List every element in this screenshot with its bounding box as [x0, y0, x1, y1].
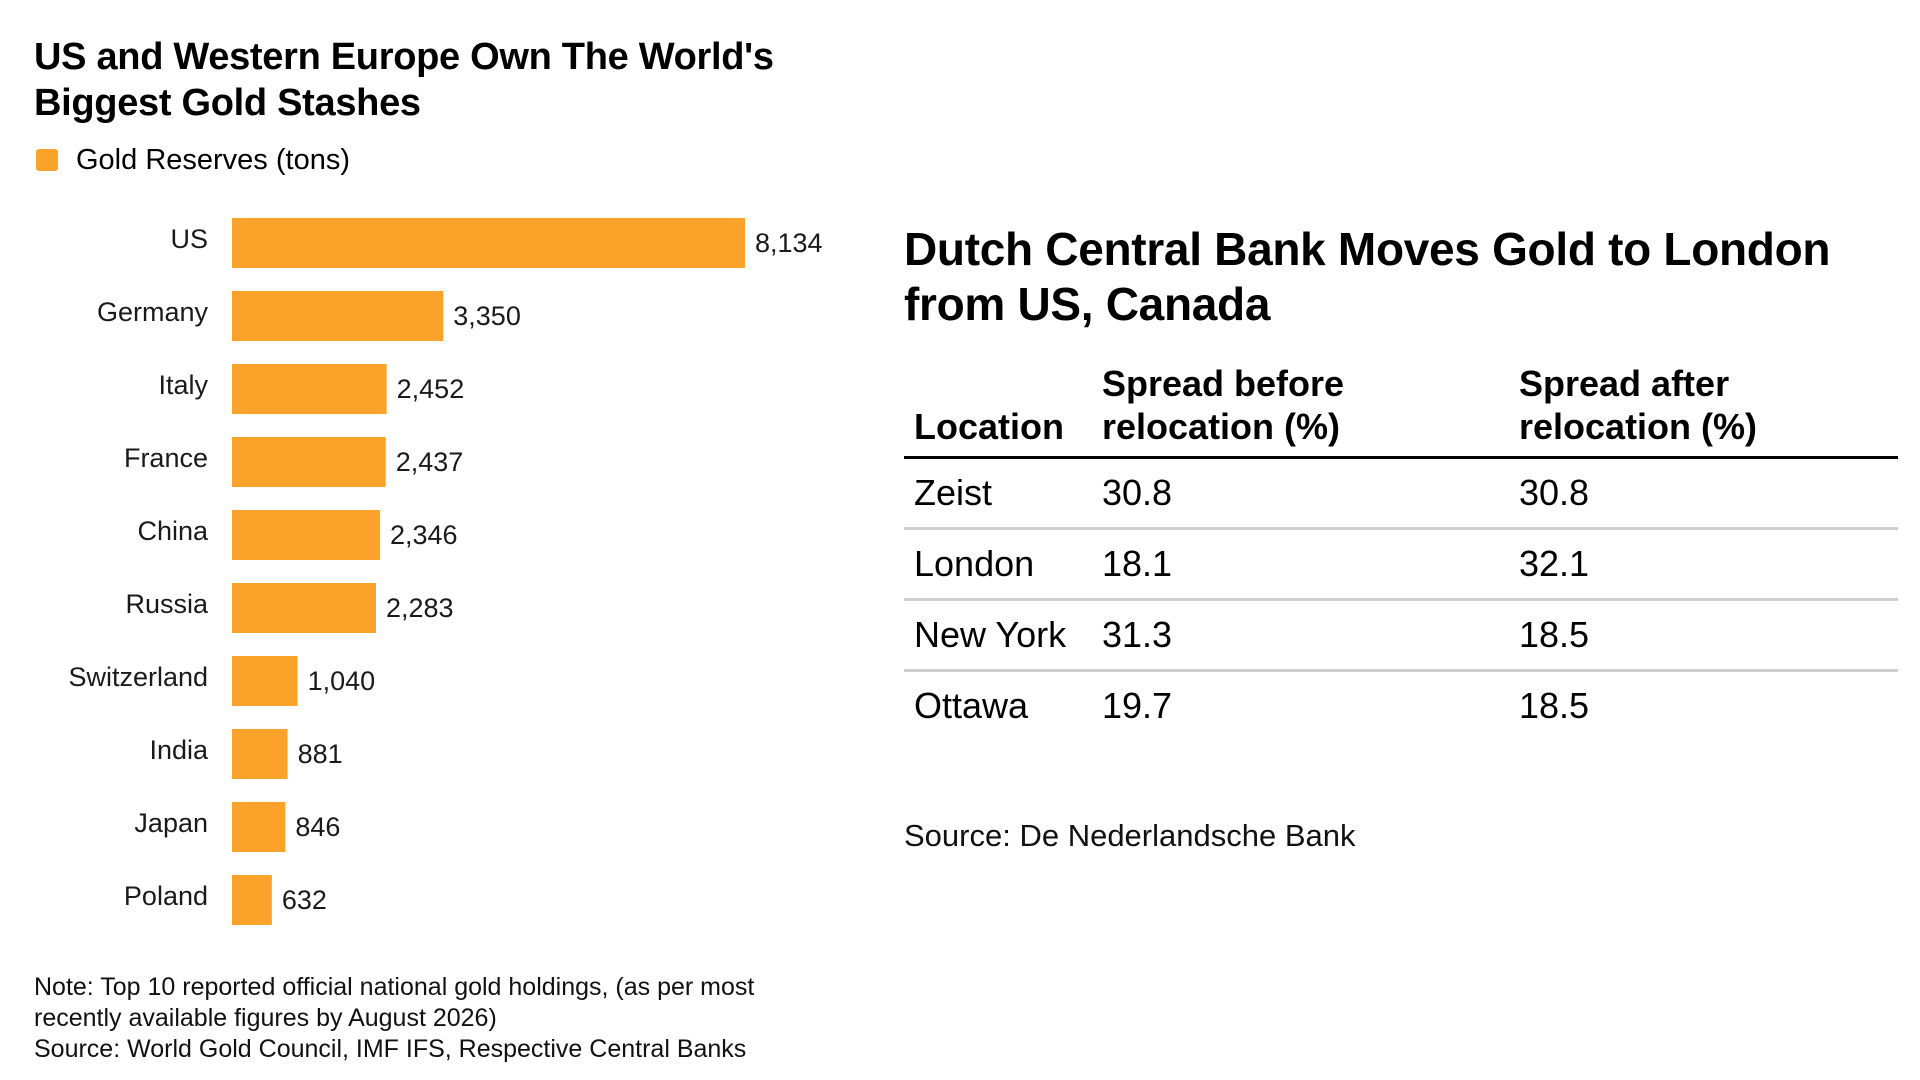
table-source: Source: De Nederlandsche Bank	[904, 818, 1356, 853]
value-label: 3,350	[453, 301, 521, 331]
chart-legend: Gold Reserves (tons)	[36, 142, 350, 178]
header-location: Location	[904, 362, 1092, 459]
bar	[232, 729, 288, 779]
cell-spread-after: 18.5	[1519, 685, 1590, 726]
value-label: 8,134	[755, 228, 823, 258]
legend-swatch	[36, 149, 58, 171]
chart-source: Source: World Gold Council, IMF IFS, Res…	[34, 1035, 747, 1063]
bar	[232, 291, 444, 341]
dutch-gold-table-panel: Dutch Central Bank Moves Gold to London …	[904, 0, 1904, 1080]
cell-spread-after: 32.1	[1509, 528, 1898, 601]
table-row: Zeist 30.8 30.8	[904, 457, 1898, 530]
gold-reserves-panel: US and Western Europe Own The World's Bi…	[0, 0, 900, 1080]
table-header-row: Location Spread before relocation (%) Sp…	[904, 362, 1898, 459]
chart-title: US and Western Europe Own The World's Bi…	[34, 36, 774, 124]
value-label: 1,040	[308, 666, 376, 696]
legend-label: Gold Reserves (tons)	[76, 143, 350, 176]
cell-location: New York	[904, 599, 1092, 672]
value-label: 2,346	[390, 520, 458, 550]
table-row: London 18.1 32.1	[904, 528, 1898, 601]
category-label: France	[124, 443, 208, 473]
category-label: Russia	[125, 589, 209, 619]
value-label: 2,437	[396, 447, 464, 477]
bar	[232, 802, 286, 852]
value-label: 881	[298, 739, 343, 769]
gold-reserves-bar-chart: US 8,134 Germany 3,350 Italy 2,452 France 2,437…	[68, 218, 823, 925]
value-label: 632	[282, 885, 327, 915]
value-label: 2,452	[397, 374, 465, 404]
cell-location: London	[904, 528, 1092, 601]
chart-note-line-2: recently available figures by August 202…	[34, 1004, 497, 1032]
table-title: Dutch Central Bank Moves Gold to London …	[904, 223, 1831, 330]
header-spread-before: Spread before relocation (%)	[1092, 362, 1509, 459]
bar	[232, 510, 380, 560]
bar	[232, 583, 376, 633]
cell-spread-after: 30.8	[1509, 457, 1898, 530]
spread-table: Location Spread before relocation (%) Sp…	[904, 362, 1898, 740]
category-label: US	[170, 224, 208, 254]
chart-footer: Note: Top 10 reported official national …	[34, 972, 874, 1065]
category-label: Japan	[134, 808, 208, 838]
bar	[232, 875, 272, 925]
cell-spread-before: 19.7	[1102, 685, 1173, 726]
bar	[232, 218, 745, 268]
cell-spread-after: 18.5	[1509, 599, 1898, 672]
table-row: New York 31.3 18.5	[904, 599, 1898, 672]
value-label: 846	[295, 812, 340, 842]
cell-spread-before: 30.8	[1092, 457, 1509, 530]
cell-location: Ottawa	[914, 685, 1029, 726]
cell-spread-before: 18.1	[1092, 528, 1509, 601]
category-label: Switzerland	[68, 662, 208, 692]
chart-note-line-1: Note: Top 10 reported official national …	[34, 973, 755, 1001]
category-label: India	[149, 735, 209, 765]
category-label: Poland	[124, 881, 208, 911]
table-row: Ottawa 19.7 18.5	[904, 671, 1898, 741]
category-label: China	[137, 516, 209, 546]
category-label: Italy	[158, 370, 208, 400]
cell-spread-before: 31.3	[1092, 599, 1509, 672]
value-label: 2,283	[386, 593, 454, 623]
bar	[232, 437, 386, 487]
category-label: Germany	[97, 297, 209, 327]
bar	[232, 656, 298, 706]
header-spread-after: Spread after relocation (%)	[1509, 362, 1898, 459]
cell-location: Zeist	[904, 457, 1092, 530]
bar	[232, 364, 387, 414]
